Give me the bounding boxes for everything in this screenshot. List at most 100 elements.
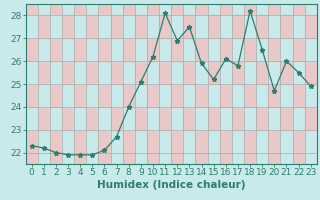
Polygon shape [220,107,232,130]
Polygon shape [50,38,62,61]
Polygon shape [183,38,196,61]
Bar [123,4,135,164]
Polygon shape [196,15,208,38]
Polygon shape [292,15,305,38]
Polygon shape [196,84,208,107]
Polygon shape [110,61,123,84]
Polygon shape [232,107,244,130]
Bar [280,4,292,164]
Polygon shape [232,15,244,38]
Polygon shape [196,107,208,130]
Polygon shape [99,84,110,107]
Polygon shape [123,84,135,107]
Polygon shape [305,107,317,130]
Polygon shape [62,15,74,38]
Polygon shape [268,15,280,38]
Polygon shape [256,107,268,130]
Polygon shape [196,61,208,84]
Polygon shape [268,84,280,107]
Polygon shape [220,61,232,84]
Polygon shape [292,38,305,61]
Polygon shape [159,61,171,84]
Polygon shape [135,15,147,38]
Bar [171,4,183,164]
Polygon shape [50,15,62,38]
Polygon shape [268,130,280,153]
Polygon shape [280,130,292,153]
Polygon shape [50,107,62,130]
Bar [99,4,110,164]
Polygon shape [135,61,147,84]
Polygon shape [123,38,135,61]
Polygon shape [74,130,86,153]
Polygon shape [99,61,110,84]
Polygon shape [110,38,123,61]
Bar [292,4,305,164]
Polygon shape [244,84,256,107]
Polygon shape [50,130,62,153]
Polygon shape [232,130,244,153]
Bar [268,4,280,164]
Polygon shape [171,15,183,38]
Polygon shape [86,130,99,153]
Polygon shape [86,61,99,84]
Polygon shape [135,107,147,130]
Polygon shape [38,130,50,153]
Polygon shape [99,130,110,153]
Polygon shape [147,38,159,61]
Polygon shape [123,130,135,153]
Polygon shape [305,15,317,38]
Polygon shape [86,84,99,107]
Polygon shape [292,130,305,153]
Polygon shape [171,84,183,107]
Polygon shape [183,84,196,107]
Polygon shape [220,130,232,153]
Polygon shape [305,84,317,107]
Polygon shape [74,38,86,61]
Bar [135,4,147,164]
Polygon shape [123,61,135,84]
Polygon shape [159,15,171,38]
Polygon shape [208,84,220,107]
Polygon shape [220,15,232,38]
Polygon shape [26,130,38,153]
Polygon shape [123,15,135,38]
Polygon shape [220,84,232,107]
Polygon shape [74,84,86,107]
Polygon shape [62,61,74,84]
Polygon shape [171,61,183,84]
Polygon shape [196,38,208,61]
Polygon shape [26,61,38,84]
Polygon shape [74,107,86,130]
Bar [26,4,38,164]
Bar [62,4,74,164]
Polygon shape [268,38,280,61]
Polygon shape [110,130,123,153]
Polygon shape [26,107,38,130]
Bar [183,4,196,164]
Polygon shape [99,107,110,130]
Polygon shape [159,84,171,107]
Polygon shape [135,84,147,107]
Polygon shape [110,84,123,107]
Polygon shape [159,107,171,130]
Polygon shape [171,107,183,130]
Polygon shape [171,130,183,153]
Polygon shape [171,38,183,61]
Polygon shape [26,15,38,38]
Polygon shape [244,130,256,153]
Bar [317,4,320,164]
Polygon shape [38,61,50,84]
Polygon shape [280,107,292,130]
Polygon shape [99,15,110,38]
Polygon shape [244,15,256,38]
Polygon shape [268,107,280,130]
Polygon shape [305,38,317,61]
Polygon shape [38,15,50,38]
Bar [38,4,50,164]
Bar [256,4,268,164]
Polygon shape [99,38,110,61]
Polygon shape [305,61,317,84]
Polygon shape [147,15,159,38]
Bar [110,4,123,164]
